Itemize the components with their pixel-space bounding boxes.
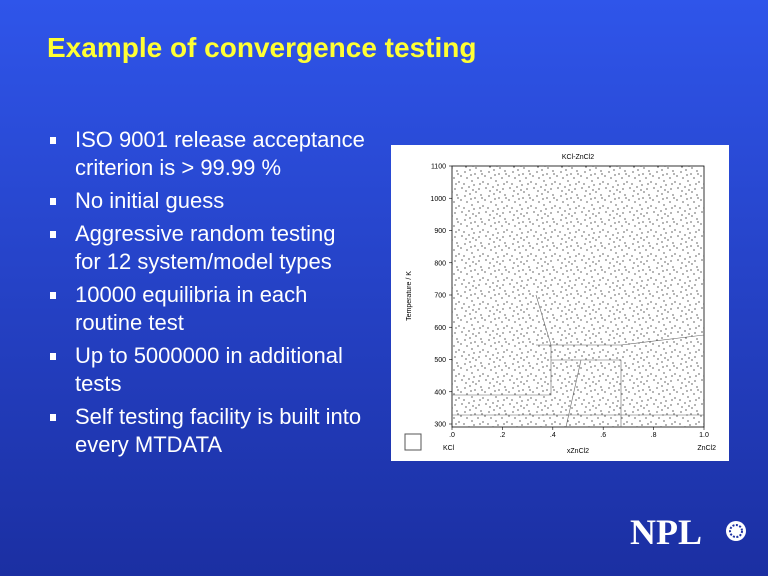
npl-logo: NPL (630, 512, 746, 552)
y-tick-label: 1100 (431, 164, 446, 171)
x-tick-label: .2 (499, 432, 505, 439)
phase-boundaries (452, 294, 705, 428)
bullet-text: ISO 9001 release acceptance criterion is… (75, 127, 365, 180)
left-component-label: KCl (443, 445, 455, 452)
x-tick-label: .6 (600, 432, 606, 439)
bullet: Aggressive random testing for 12 system/… (50, 220, 367, 276)
bullet: Self testing facility is built into ever… (50, 403, 367, 459)
y-tick-label: 400 (434, 389, 446, 396)
logo-emblem (726, 521, 746, 541)
bullet-list: ISO 9001 release acceptance criterion is… (50, 126, 370, 464)
x-tick-label: 1.0 (699, 432, 709, 439)
y-tick-label: 800 (434, 260, 446, 267)
figure: KCl-ZnCl2 Temperature / K xZnCl2 KCl ZnC… (391, 145, 729, 461)
plot-area (451, 165, 705, 428)
bullet-marker (50, 231, 56, 238)
y-tick-label: 900 (434, 228, 446, 235)
y-axis-label: Temperature / K (406, 271, 413, 321)
bullet-text: Up to 5000000 in additional tests (75, 343, 343, 396)
x-tick-label: .0 (449, 432, 455, 439)
bullet: Up to 5000000 in additional tests (50, 342, 367, 398)
bullet-marker (50, 292, 56, 299)
y-tick-label: 1000 (430, 196, 446, 203)
bullet-text: Self testing facility is built into ever… (75, 404, 362, 457)
x-axis-label: xZnCl2 (567, 448, 589, 455)
x-tick-label: .8 (651, 432, 657, 439)
logo-emblem-ring (729, 524, 743, 538)
software-icon (404, 433, 422, 451)
x-tick-label: .4 (550, 432, 556, 439)
bullet-marker (50, 137, 56, 144)
y-tick-label: 700 (434, 293, 446, 300)
y-tick-label: 500 (434, 357, 446, 364)
bullet-text: No initial guess (75, 188, 225, 213)
y-tick-label: 300 (434, 422, 446, 429)
logo-text: NPL (630, 512, 702, 552)
figure-title: KCl-ZnCl2 (562, 154, 594, 161)
bullet-marker (50, 198, 56, 205)
bullet-text: 10000 equilibria in each routine test (75, 282, 308, 335)
bullet-marker (50, 353, 56, 360)
bullet-marker (50, 414, 56, 421)
bullet: No initial guess (50, 187, 367, 215)
y-tick-label: 600 (434, 325, 446, 332)
bullet-text: Aggressive random testing for 12 system/… (75, 221, 336, 274)
slide-title: Example of convergence testing (47, 32, 477, 63)
bullet: 10000 equilibria in each routine test (50, 281, 367, 337)
right-component-label: ZnCl2 (697, 445, 716, 452)
bullet: ISO 9001 release acceptance criterion is… (50, 126, 367, 182)
